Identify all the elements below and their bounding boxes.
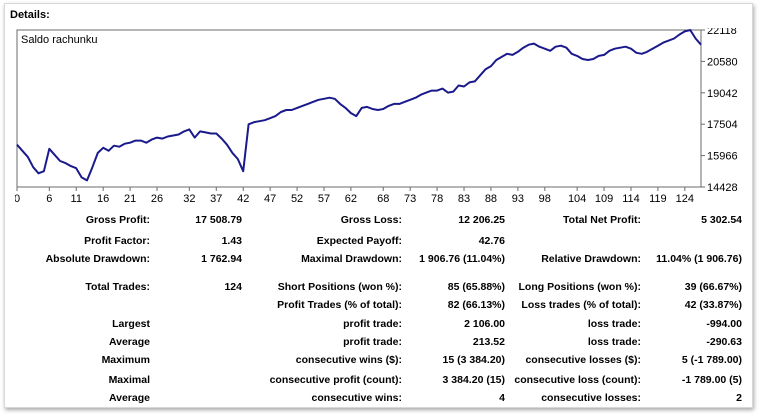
balance-line — [16, 29, 702, 182]
x-tick-label: 16 — [97, 193, 109, 205]
x-tick-label: 42 — [237, 193, 249, 205]
x-tick-label: 104 — [568, 193, 586, 205]
x-tick-label: 73 — [404, 193, 416, 205]
balance-chart: Saldo rachunku 22118 20580 19042 17504 15966 1… — [14, 25, 745, 208]
plot-area — [16, 29, 702, 188]
x-tick-label: 21 — [124, 193, 136, 205]
x-tick-label: 52 — [291, 193, 303, 205]
x-tick-label: 6 — [46, 193, 52, 205]
x-tick-label: 78 — [431, 193, 443, 205]
x-tick-label: 11 — [71, 193, 82, 205]
x-tick-label: 124 — [676, 193, 694, 205]
y-tick-label: 17504 — [707, 119, 738, 131]
x-tick-label: 37 — [210, 193, 222, 205]
y-tick-label: 15966 — [707, 151, 738, 163]
x-tick-label: 0 — [15, 193, 20, 205]
chart-title: Saldo rachunku — [21, 34, 97, 46]
y-tick-label: 20580 — [707, 56, 738, 68]
x-tick-label: 68 — [377, 193, 389, 205]
y-tick-label: 22118 — [707, 28, 737, 37]
details-label: Details: — [10, 9, 50, 21]
x-tick-label: 83 — [458, 193, 470, 205]
x-tick-label: 93 — [512, 193, 524, 205]
x-tick-label: 47 — [264, 193, 276, 205]
x-tick-label: 88 — [485, 193, 497, 205]
balance-chart-svg: Saldo rachunku 22118 20580 19042 17504 15966 1… — [14, 25, 738, 205]
x-tick-label: 119 — [649, 193, 667, 205]
y-tick-label: 14428 — [707, 182, 738, 194]
x-tick-label: 98 — [539, 193, 551, 205]
x-tick-label: 26 — [151, 193, 163, 205]
x-tick-label: 32 — [183, 193, 195, 205]
y-tick-label: 19042 — [707, 88, 738, 100]
x-tick-label: 114 — [622, 193, 640, 205]
x-tick-label: 57 — [318, 193, 330, 205]
x-tick-label: 62 — [345, 193, 357, 205]
x-tick-label: 109 — [595, 193, 613, 205]
